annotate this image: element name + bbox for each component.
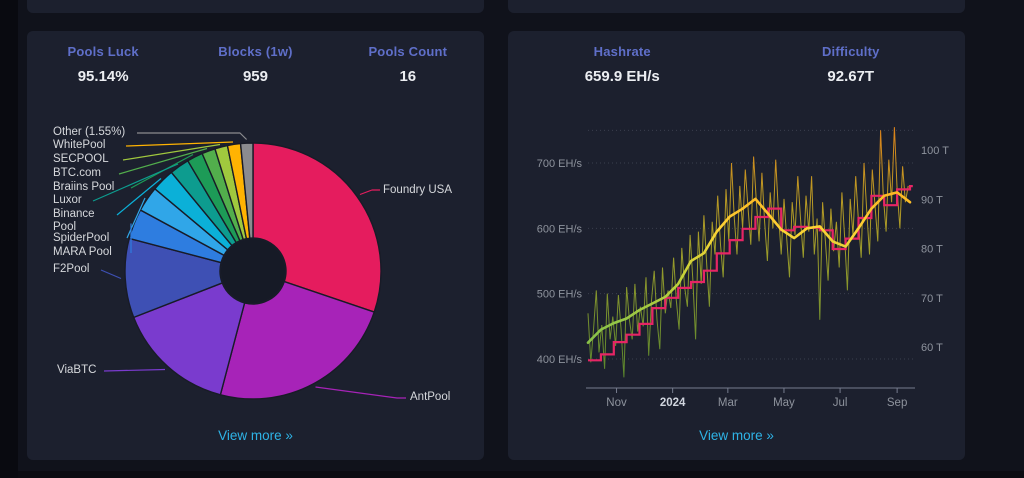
difficulty-label: Difficulty [821,44,880,59]
x-tick-2024: 2024 [660,397,686,409]
leader-line-other-1-55- [137,132,248,140]
y-right-label-90: 90 T [921,194,943,206]
pools-luck-value: 95.14% [77,68,129,85]
difficulty-value: 92.67T [827,68,875,85]
pools-luck-label: Pools Luck [67,44,139,59]
y-left-label-700: 700 EH/s [537,158,583,170]
x-tick-mar: Mar [718,397,738,409]
pool-label-spiderpool: SpiderPool [53,232,110,244]
donut-leader-lines [92,132,406,399]
donut-slice-other-1-55- [239,142,254,239]
y-right-labels: 100 T 90 T 80 T 70 T 60 T [921,145,949,354]
card-above-left-edge [27,0,484,13]
pools-count-value: 16 [399,68,417,85]
leader-line-antpool [315,386,406,399]
pool-label-antpool: AntPool [410,391,451,403]
pools-count-label: Pools Count [368,44,448,59]
x-tick-nov: Nov [606,397,627,409]
stat-blocks-1w: Blocks (1w) 959 [179,44,331,85]
stat-pools-luck: Pools Luck 95.14% [27,44,179,85]
donut-slice-viabtc [132,282,246,396]
hashrate-average-line [586,191,912,345]
stat-difficulty: Difficulty 92.67T [737,44,966,85]
pool-label-luxor: Luxor [53,194,82,206]
pool-label-whitepool: WhitePool [53,139,106,151]
pool-label-binance-pool: Binance Pool [53,208,95,233]
y-right-label-60: 60 T [921,342,943,354]
leader-line-btc-com [118,147,208,175]
y-left-labels: 700 EH/s 600 EH/s 500 EH/s 400 EH/s [537,158,583,366]
leader-line-f2pool [100,269,122,280]
page-left-strip [0,0,18,478]
x-tick-jul: Jul [833,397,848,409]
donut-slice-antpool [219,280,376,400]
leader-line-binance-pool [116,178,162,216]
x-tick-sep: Sep [887,397,907,409]
y-right-label-100: 100 T [921,145,949,157]
network-stats-row: Hashrate 659.9 EH/s Difficulty 92.67T [508,44,965,85]
pools-donut-chart[interactable] [27,31,484,460]
leader-line-secpool [122,143,221,161]
donut-hole [221,239,285,303]
donut-slice-foundry-usa [252,142,382,313]
leader-line-foundry-usa [359,189,380,196]
pool-label-secpool: SECPOOL [53,153,109,165]
leader-line-viabtc [103,368,166,372]
card-above-right-edge [508,0,965,13]
pool-label-braiins-pool: Braiins Pool [53,181,115,193]
stat-hashrate: Hashrate 659.9 EH/s [508,44,737,85]
donut-slices [124,142,382,400]
pools-card: Pools Luck 95.14% Blocks (1w) 959 Pools … [27,31,484,460]
leader-line-spiderpool [126,197,146,239]
x-tick-may: May [773,397,795,409]
leader-line-whitepool [125,141,234,147]
pool-label-other: Other (1.55%) [53,126,126,138]
stat-pools-count: Pools Count 16 [332,44,484,85]
y-left-label-600: 600 EH/s [537,223,583,235]
page-bottom-strip [18,471,1024,478]
y-left-label-400: 400 EH/s [537,354,583,366]
hashrate-daily-line [587,127,909,378]
pool-label-btc-com: BTC.com [53,167,101,179]
network-view-more-link[interactable]: View more » [699,428,774,443]
pool-label-viabtc: ViaBTC [57,364,97,376]
leader-line-luxor [92,163,179,202]
y-right-label-80: 80 T [921,244,943,256]
pool-label-mara-pool: MARA Pool [53,246,112,258]
difficulty-step-line [588,185,913,362]
blocks-1w-value: 959 [242,68,268,85]
pools-stats-row: Pools Luck 95.14% Blocks (1w) 959 Pools … [27,44,484,85]
hashrate-label: Hashrate [593,44,651,59]
network-card: Hashrate 659.9 EH/s Difficulty 92.67T No… [508,31,965,460]
y-right-label-70: 70 T [921,293,943,305]
pools-view-more-link[interactable]: View more » [218,428,293,443]
y-left-label-500: 500 EH/s [537,289,583,301]
x-axis-ticks: Nov 2024 Mar May Jul Sep [606,388,907,409]
pool-label-f2pool: F2Pool [53,263,90,275]
blocks-1w-label: Blocks (1w) [218,44,293,59]
pool-label-foundry-usa: Foundry USA [383,184,453,196]
hashrate-difficulty-chart[interactable]: Nov 2024 Mar May Jul Sep 700 EH/s 600 EH/s 500 E… [508,31,965,460]
hashrate-value: 659.9 EH/s [584,68,660,85]
